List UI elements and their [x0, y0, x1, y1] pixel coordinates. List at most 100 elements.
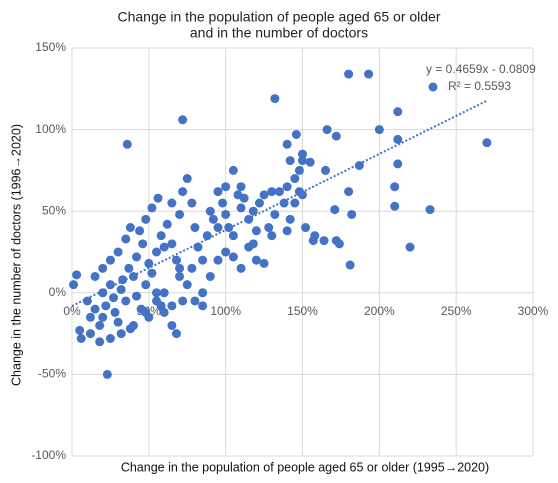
data-point	[236, 182, 246, 192]
data-point	[221, 209, 231, 219]
y-tick-label: -100%	[31, 448, 66, 462]
data-point	[138, 239, 148, 249]
data-point	[108, 293, 118, 303]
data-point	[319, 236, 329, 246]
data-point	[267, 187, 277, 197]
y-tick-label: -50%	[38, 367, 66, 381]
data-point	[167, 198, 177, 208]
data-point	[270, 94, 280, 104]
x-tick-label: 0%	[63, 304, 81, 318]
data-point	[298, 190, 307, 200]
chart-title: and in the number of doctors	[190, 25, 368, 41]
legend-marker	[428, 82, 438, 92]
data-point	[259, 258, 269, 268]
data-point	[198, 301, 208, 311]
data-point	[118, 275, 128, 285]
data-point	[156, 231, 166, 241]
data-point	[95, 337, 105, 347]
data-point	[331, 131, 341, 141]
data-point	[152, 296, 162, 306]
x-tick-label: 300%	[518, 304, 549, 318]
data-point	[294, 165, 304, 175]
data-point	[178, 115, 188, 125]
data-point	[285, 214, 295, 224]
data-point	[182, 280, 192, 290]
x-tick-label: 250%	[441, 304, 472, 318]
data-point	[141, 214, 151, 224]
x-tick-label: 200%	[364, 304, 395, 318]
data-point	[182, 174, 192, 184]
data-point	[330, 205, 340, 215]
data-point	[290, 198, 300, 208]
data-point	[175, 271, 185, 281]
data-point	[113, 247, 123, 257]
r-squared: R² = 0.5593	[448, 79, 511, 93]
data-point	[308, 236, 318, 246]
data-point	[213, 223, 223, 233]
data-point	[213, 255, 223, 265]
y-tick-label: 50%	[42, 203, 66, 217]
data-point	[305, 157, 315, 167]
data-point	[95, 320, 105, 330]
data-point	[259, 190, 269, 200]
data-point	[167, 320, 177, 330]
y-tick-label: 150%	[35, 40, 66, 54]
data-point	[321, 165, 331, 175]
data-point	[205, 206, 215, 216]
data-point	[85, 329, 95, 339]
data-point	[113, 317, 123, 327]
data-point	[190, 223, 200, 233]
data-point	[105, 333, 115, 343]
data-point	[393, 107, 403, 117]
data-point	[405, 242, 415, 252]
data-point	[251, 255, 261, 265]
data-point	[251, 226, 261, 236]
data-point	[110, 307, 120, 317]
data-point	[72, 270, 82, 280]
y-axis-title: Change in the number of doctors (1996→20…	[9, 124, 23, 386]
data-point	[221, 182, 231, 192]
data-point	[124, 263, 134, 273]
data-point	[105, 255, 115, 265]
data-point	[244, 242, 254, 252]
data-point	[162, 219, 172, 229]
data-point	[153, 193, 163, 203]
data-point	[121, 234, 131, 244]
data-point	[167, 301, 177, 311]
data-point	[125, 223, 135, 233]
data-point	[178, 296, 188, 306]
data-point	[193, 242, 203, 252]
data-point	[159, 242, 169, 252]
x-tick-label: 100%	[210, 304, 241, 318]
data-point	[482, 138, 492, 148]
data-point	[228, 231, 238, 241]
data-point	[128, 320, 138, 330]
data-point	[334, 239, 344, 249]
data-point	[135, 226, 145, 236]
data-point	[90, 304, 100, 314]
data-point	[213, 187, 223, 197]
data-point	[236, 263, 246, 273]
data-point	[390, 201, 400, 211]
data-point	[175, 209, 185, 219]
data-point	[345, 260, 355, 270]
data-point	[239, 193, 249, 203]
data-point	[76, 333, 86, 343]
data-point	[347, 209, 357, 219]
data-point	[202, 231, 212, 241]
data-point	[198, 288, 208, 298]
data-point	[274, 187, 284, 197]
data-point	[101, 301, 111, 311]
data-point	[171, 329, 181, 339]
data-point	[208, 214, 218, 224]
data-point	[98, 263, 108, 273]
data-point	[147, 203, 157, 213]
data-point	[393, 134, 403, 144]
data-point	[228, 165, 238, 175]
data-point	[374, 125, 384, 135]
data-point	[147, 268, 157, 278]
data-point	[425, 205, 435, 215]
data-point	[144, 258, 154, 268]
data-point	[224, 223, 234, 233]
x-tick-label: 150%	[287, 304, 318, 318]
